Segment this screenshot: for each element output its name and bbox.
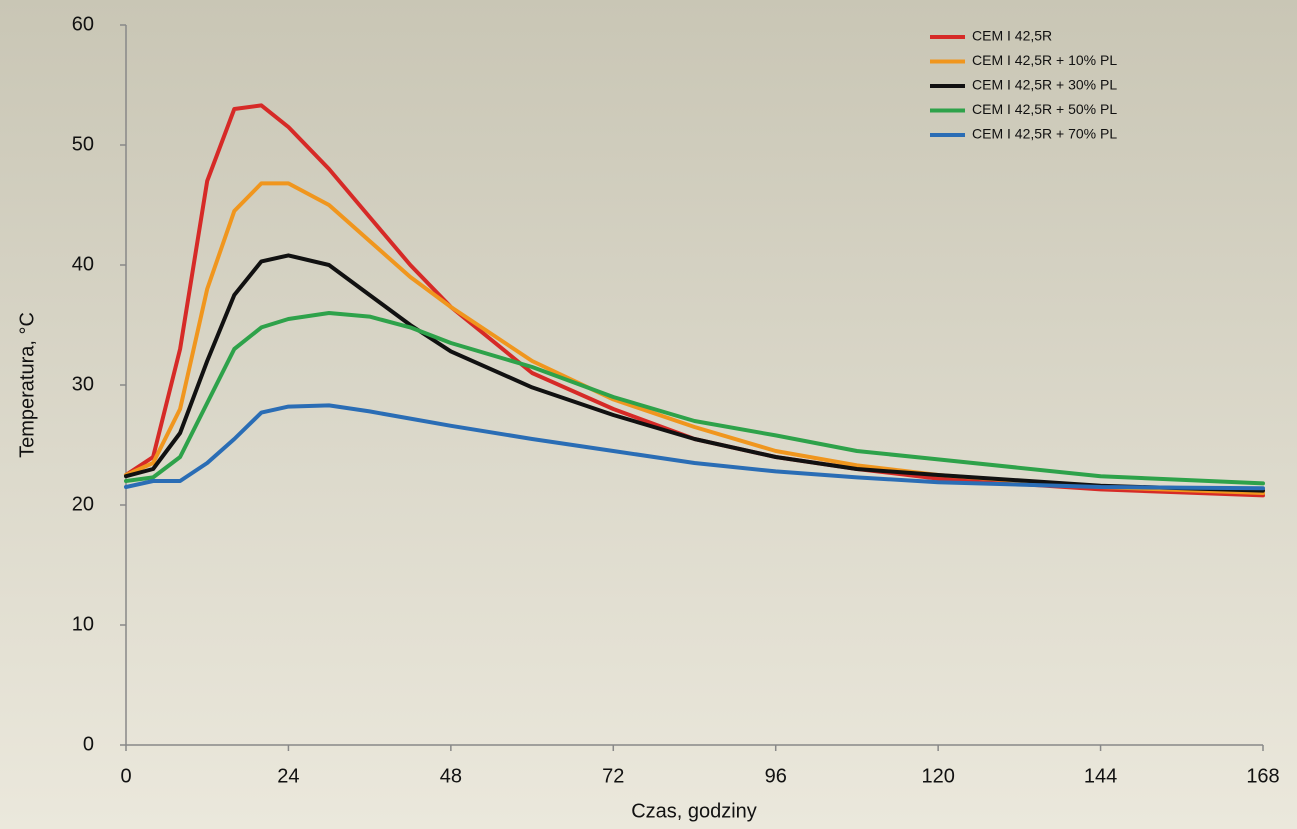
- x-tick-label: 48: [440, 765, 462, 787]
- x-tick-label: 72: [602, 765, 624, 787]
- y-tick-label: 10: [72, 613, 94, 635]
- legend-label: CEM I 42,5R + 10% PL: [972, 52, 1117, 68]
- x-axis-label: Czas, godziny: [631, 800, 757, 822]
- legend-label: CEM I 42,5R: [972, 28, 1052, 44]
- x-tick-label: 24: [277, 765, 299, 787]
- series-line: [124, 253, 1265, 493]
- y-axis-label: Temperatura, °C: [16, 312, 38, 458]
- legend-label: CEM I 42,5R + 70% PL: [972, 126, 1117, 142]
- legend-label: CEM I 42,5R + 30% PL: [972, 77, 1117, 93]
- y-tick-label: 30: [72, 373, 94, 395]
- legend-label: CEM I 42,5R + 50% PL: [972, 101, 1117, 117]
- x-tick-label: 120: [921, 765, 954, 787]
- series-line: [124, 403, 1265, 491]
- x-tick-label: 168: [1246, 765, 1279, 787]
- x-tick-label: 0: [120, 765, 131, 787]
- y-tick-label: 50: [72, 133, 94, 155]
- y-tick-label: 20: [72, 493, 94, 515]
- x-tick-label: 96: [765, 765, 787, 787]
- y-tick-label: 40: [72, 253, 94, 275]
- series-line: [124, 311, 1265, 486]
- series-line: [124, 181, 1265, 495]
- y-tick-label: 60: [72, 13, 94, 35]
- y-tick-label: 0: [83, 733, 94, 755]
- x-tick-label: 144: [1084, 765, 1117, 787]
